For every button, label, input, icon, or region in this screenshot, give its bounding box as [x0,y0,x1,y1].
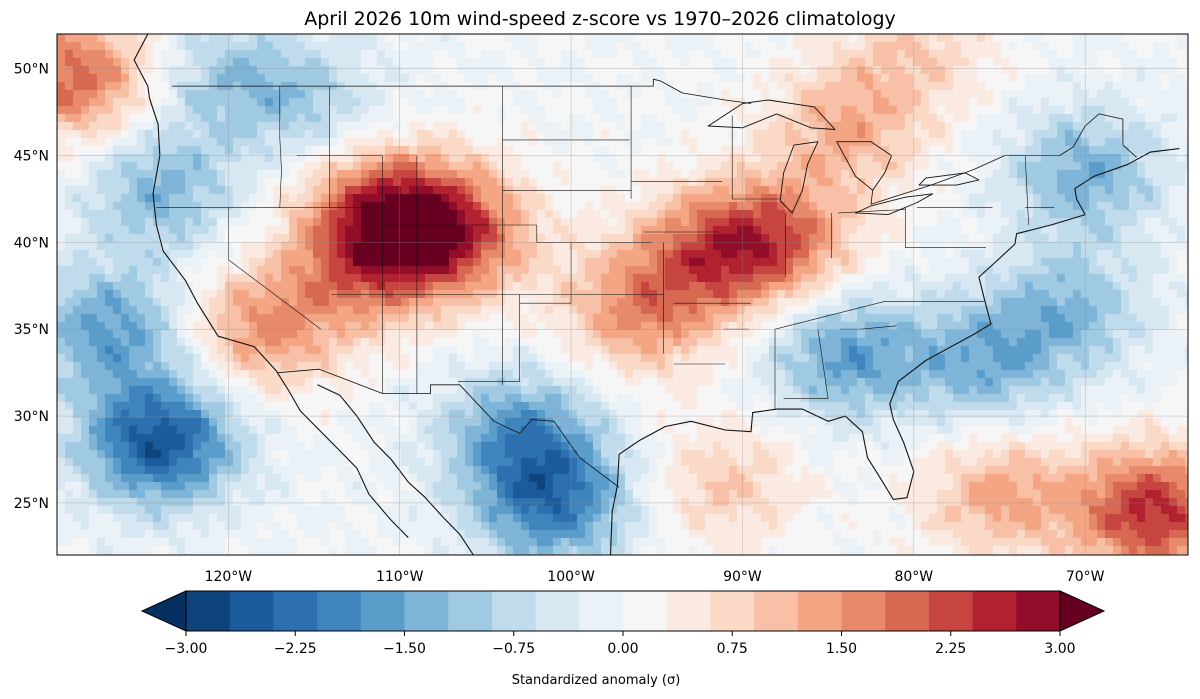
atlantic-gulf-coastline [609,148,1180,555]
colorbar-tick-label: −2.25 [274,641,317,657]
pacific-coastline [133,34,409,538]
colorbar-bin [535,591,580,631]
state-border-11 [458,294,520,382]
colorbar-bin [186,591,231,631]
colorbar-bin [972,591,1017,631]
lake-huron [836,141,892,191]
gridlines [57,34,1188,555]
colorbar-bin [404,591,449,631]
colorbar-bin [229,591,274,631]
lake-superior [707,99,836,130]
lake-michigan [779,141,819,214]
lat-tick-label: 40°N [14,235,49,251]
colorbar-bin [710,591,755,631]
colorbar-bin [928,591,974,631]
map-frame [56,33,1189,556]
colorbar: −3.00 −2.25 −1.50 −0.75 0.00 0.75 1.50 2.25 3.00 [140,590,1106,657]
colorbar-tick-label: −1.50 [383,641,426,657]
colorbar-extend-max [1059,590,1106,632]
colorbar-tick-label: 0.00 [607,641,638,657]
state-border-28 [905,207,986,248]
colorbar-bin [579,591,624,631]
us-canada-border-east [870,113,1137,205]
colorbar-tick-label: 3.00 [1044,641,1075,657]
map-title: April 2026 10m wind-speed z-score vs 197… [304,8,896,30]
colorbar-tick-label: 0.75 [717,641,748,657]
lat-tick-label: 35°N [14,322,49,338]
colorbar-bin [360,591,405,631]
lon-tick-label: 100°W [547,569,595,585]
colorbar-extend-min [140,590,187,632]
colorbar-bin [797,591,842,631]
lat-tick-label: 30°N [14,409,49,425]
lake-ontario [918,172,980,186]
colorbar-bin [1016,591,1061,631]
state-border-33 [838,209,906,214]
colorbar-bin [273,591,318,631]
colorbar-label: Standardized anomaly (σ) [512,673,681,688]
longitude-axis: 120°W 110°W 100°W 90°W 80°W 70°W [205,569,1105,585]
colorbar-bin [666,591,711,631]
state-border-1 [279,86,282,208]
colorbar-bin [754,591,799,631]
lon-tick-label: 90°W [723,569,762,585]
lon-tick-label: 110°W [376,569,424,585]
colorbar-tick-label: −3.00 [165,641,208,657]
colorbar-bin [317,591,362,631]
lon-tick-label: 120°W [205,569,253,585]
colorbar-tick-label: 2.25 [935,641,966,657]
state-border-25 [774,301,985,330]
colorbar-bin [448,591,493,631]
us-mexico-border [278,368,620,488]
lake-erie [855,193,934,216]
state-border-23 [783,329,829,399]
colorbar-bin [841,591,886,631]
state-border-32 [731,115,781,200]
lat-tick-label: 45°N [14,149,49,165]
anomaly-field [57,34,1188,555]
colorbar-tick-label: 1.50 [826,641,857,657]
latitude-axis: 50°N 45°N 40°N 35°N 30°N 25°N [14,62,49,512]
lon-tick-label: 80°W [894,569,933,585]
lat-tick-label: 25°N [14,496,49,512]
colorbar-bin [623,591,668,631]
colorbar-tick-label: −0.75 [492,641,535,657]
colorbar-bin [885,591,930,631]
colorbar-bin [491,591,537,631]
state-border-30 [1024,155,1029,226]
lat-tick-label: 50°N [14,62,49,78]
lon-tick-label: 70°W [1066,569,1105,585]
us-canada-border [171,78,752,104]
